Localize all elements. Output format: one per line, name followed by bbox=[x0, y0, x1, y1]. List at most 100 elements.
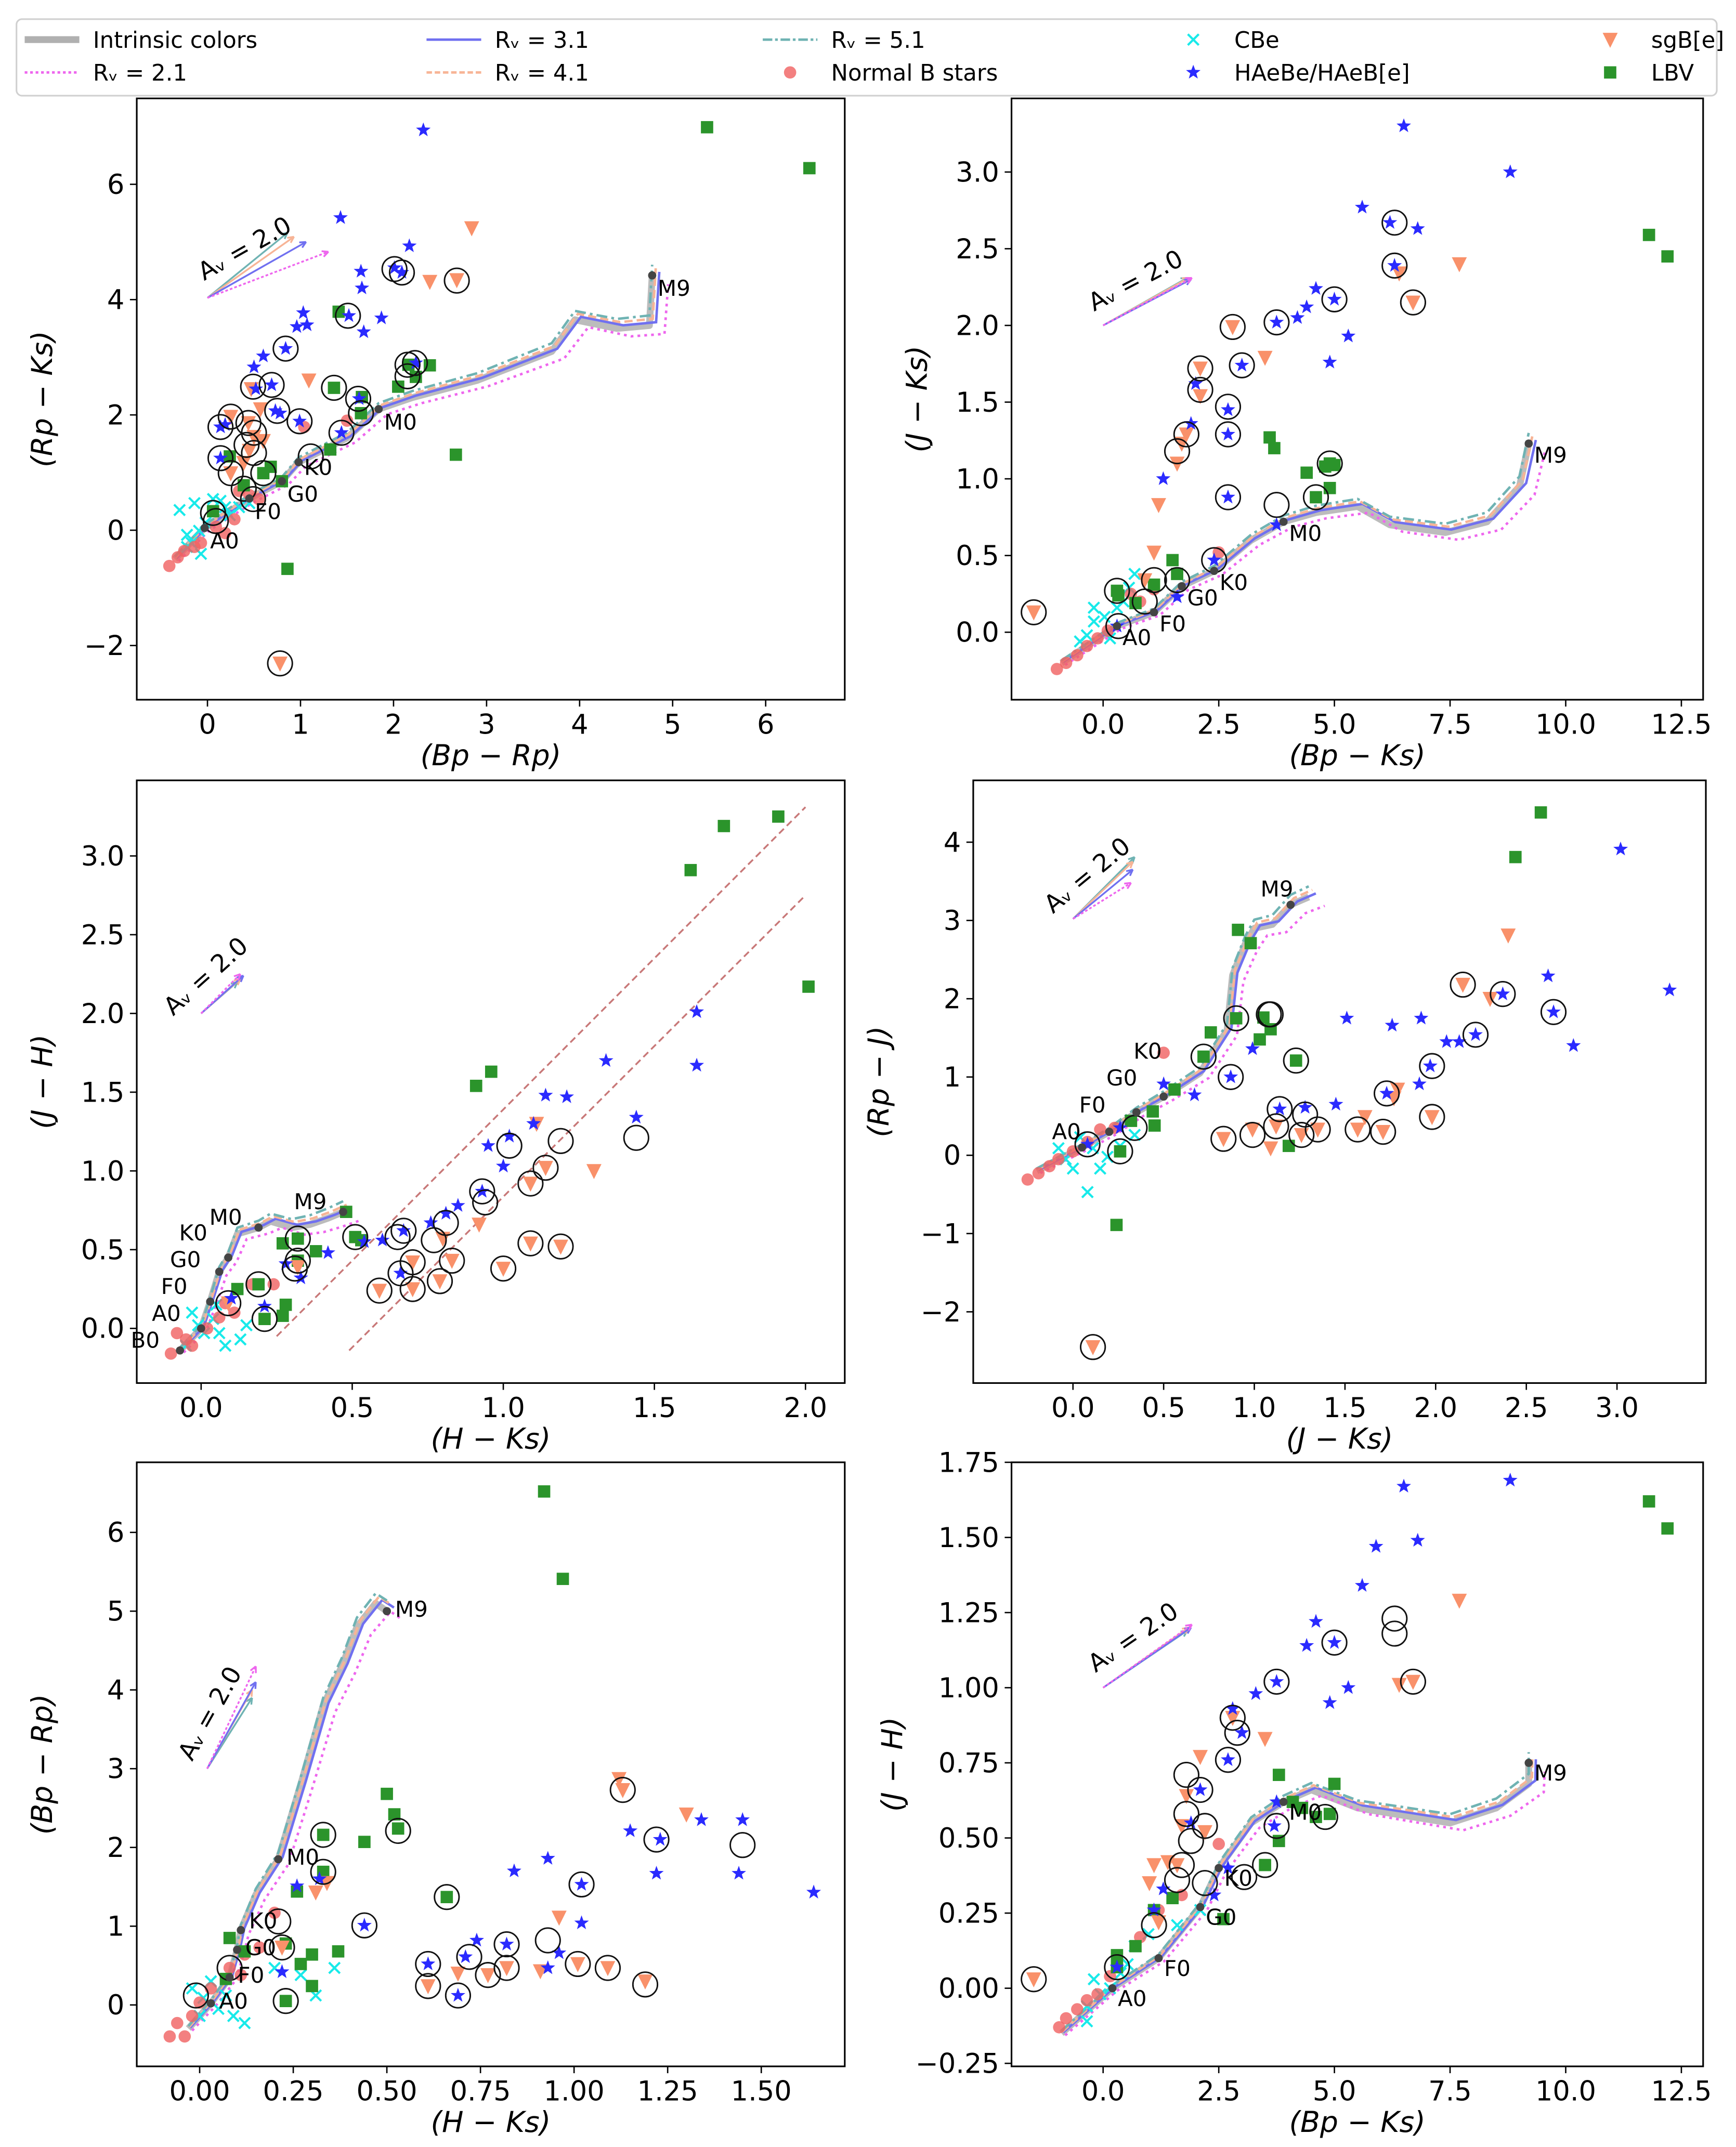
lbv-point bbox=[1286, 1796, 1299, 1809]
circled-marker bbox=[284, 1225, 311, 1252]
lbv-point bbox=[1129, 1940, 1142, 1953]
lbv-point bbox=[332, 1945, 345, 1958]
circled-marker bbox=[1178, 1828, 1204, 1854]
sgbe-point bbox=[1482, 992, 1498, 1007]
circled-marker bbox=[1381, 1620, 1408, 1647]
panel-5: 0.00 0.25 0.50 0.75 1.00 1.25 1.50 0 1 2 3 4 5 6 (H − … bbox=[26, 1461, 846, 2139]
legend: Intrinsic colors Rᵥ = 2.1 Rᵥ = 3.1 Rᵥ = 4.1… bbox=[16, 18, 1724, 97]
lbv-point bbox=[1147, 578, 1160, 591]
haebe-point bbox=[1341, 1680, 1356, 1694]
separation-dashed-line bbox=[276, 806, 806, 1337]
haebe-point bbox=[351, 391, 367, 405]
reddened-track-rv-5-1 bbox=[179, 1200, 344, 1349]
legend-label: Rᵥ = 5.1 bbox=[831, 28, 925, 54]
axes-frame bbox=[136, 97, 846, 701]
normal-b-point bbox=[223, 1961, 236, 1974]
haebe-point bbox=[257, 1299, 272, 1313]
panel-2: 0.0 2.5 5.0 7.5 10.0 12.5 0.0 0.5 1.0 1.5 2.0 2.5 3.… bbox=[901, 97, 1712, 773]
lbv-point bbox=[1642, 229, 1655, 241]
cbe-point bbox=[240, 1319, 253, 1332]
x-tick-label: 0.5 bbox=[1142, 1392, 1185, 1424]
haebe-point bbox=[629, 1109, 644, 1124]
sgbe-point bbox=[1350, 1122, 1365, 1138]
lbv-point bbox=[309, 1245, 322, 1258]
lbv-point bbox=[1300, 466, 1313, 479]
lbv-point bbox=[1205, 1026, 1217, 1039]
haebe-point bbox=[421, 1956, 436, 1970]
circled-marker bbox=[534, 1927, 561, 1954]
x-tick-label: 10.0 bbox=[1535, 709, 1596, 741]
circled-marker bbox=[1187, 1776, 1213, 1803]
haebe-point bbox=[354, 264, 369, 278]
sgbe-point bbox=[570, 1957, 585, 1972]
lbv-point bbox=[391, 1822, 404, 1835]
haebe-point bbox=[499, 1936, 514, 1950]
lbv-point bbox=[1323, 481, 1336, 494]
circled-marker bbox=[426, 1268, 453, 1294]
x-tick-label: 0.75 bbox=[450, 2076, 511, 2107]
sgbe-point bbox=[1174, 437, 1190, 452]
x-tick-label: 0.0 bbox=[179, 1392, 223, 1424]
x-tick-label: 3 bbox=[478, 709, 495, 741]
arrowhead-icon bbox=[233, 973, 242, 981]
cbe-point bbox=[173, 504, 186, 517]
circled-marker bbox=[1192, 1813, 1218, 1839]
plot-area bbox=[1021, 806, 1677, 1360]
circled-marker bbox=[1239, 1122, 1266, 1148]
circled-marker bbox=[1164, 1867, 1191, 1893]
x-tick-label: 0.5 bbox=[331, 1392, 374, 1424]
arrowhead-icon bbox=[1124, 882, 1132, 889]
circled-marker bbox=[729, 1832, 756, 1858]
spectral-type-dot bbox=[1105, 1128, 1114, 1136]
haebe-point bbox=[224, 1290, 239, 1305]
circled-marker bbox=[1419, 1053, 1445, 1079]
sgbe-point bbox=[274, 1940, 290, 1956]
sgbe-point bbox=[1452, 257, 1467, 272]
circled-marker bbox=[594, 1955, 621, 1981]
haebe-point bbox=[272, 405, 288, 420]
spectral-type-label: G0 bbox=[245, 1935, 276, 1960]
normal-b-point bbox=[1050, 663, 1063, 675]
haebe-point bbox=[1269, 315, 1284, 329]
y-tick-label: 1.75 bbox=[938, 1447, 999, 1478]
x-tick-label: 1.0 bbox=[481, 1392, 525, 1424]
haebe-point bbox=[1503, 164, 1518, 178]
haebe-point bbox=[333, 210, 348, 224]
circled-marker bbox=[1215, 394, 1242, 420]
spectral-type-label: M9 bbox=[1534, 1760, 1567, 1786]
reddening-arrow-rv-2-1 bbox=[207, 251, 329, 299]
lbv-point bbox=[328, 382, 341, 394]
y-tick-label: 6 bbox=[107, 169, 124, 201]
lbv-point bbox=[1272, 1769, 1285, 1781]
circled-marker bbox=[1370, 1119, 1396, 1145]
reddened-track-rv-3-1 bbox=[175, 271, 661, 559]
y-tick-label: 1.0 bbox=[81, 1156, 125, 1187]
circled-marker bbox=[1381, 210, 1408, 236]
haebe-point bbox=[1354, 1578, 1370, 1592]
spectral-type-dot bbox=[176, 1346, 185, 1355]
haebe-point bbox=[355, 280, 370, 295]
haebe-point bbox=[1269, 1674, 1284, 1688]
y-tick-label: −0.25 bbox=[916, 2048, 999, 2080]
haebe-point bbox=[458, 1949, 473, 1963]
circled-marker bbox=[1104, 1954, 1130, 1981]
circled-marker bbox=[1252, 1852, 1278, 1878]
haebe-point bbox=[1207, 552, 1222, 567]
legend-triangle-down-icon bbox=[1602, 33, 1618, 48]
plot-area bbox=[163, 1485, 821, 2043]
haebe-point bbox=[694, 1812, 709, 1826]
normal-b-point bbox=[1071, 2003, 1084, 2015]
haebe-point bbox=[408, 355, 423, 370]
haebe-point bbox=[1234, 1725, 1249, 1739]
reddened-track-rv-2-1 bbox=[1064, 1771, 1546, 2037]
sgbe-point bbox=[1405, 295, 1421, 311]
panel-3: 0.0 0.5 1.0 1.5 2.0 0.0 0.5 1.0 1.5 2.0 2.5 3.0 (H −… bbox=[26, 779, 846, 1456]
y-tick-label: 2.5 bbox=[81, 919, 125, 951]
circled-marker bbox=[565, 1950, 591, 1978]
circled-marker bbox=[1192, 1870, 1218, 1896]
reddening-arrow-rv-4-1 bbox=[207, 236, 295, 299]
spectral-type-dot bbox=[1196, 1903, 1205, 1912]
circled-marker bbox=[265, 1908, 292, 1935]
sgbe-point bbox=[1026, 1972, 1041, 1988]
haebe-point bbox=[1248, 1686, 1263, 1700]
